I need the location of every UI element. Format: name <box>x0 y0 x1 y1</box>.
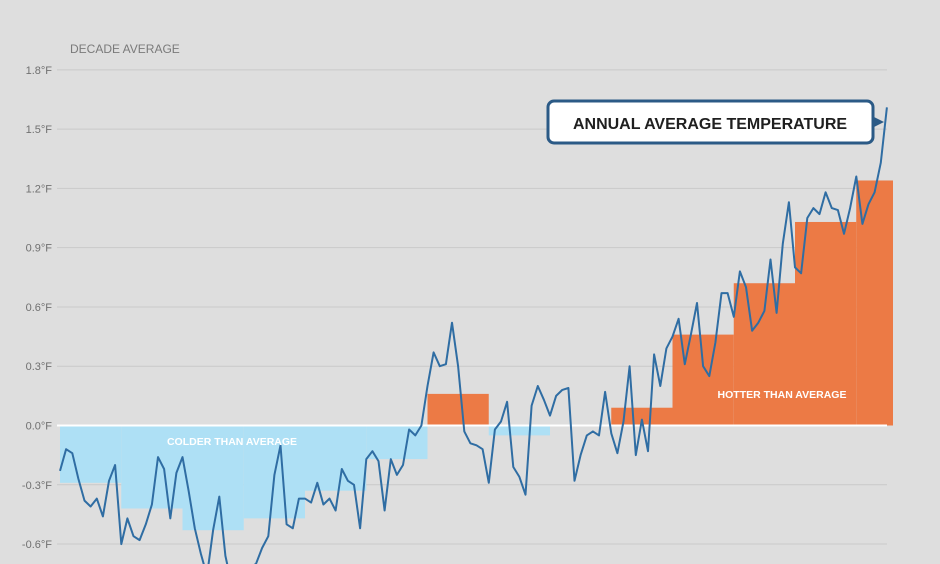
y-tick-label: -0.6°F <box>22 539 52 551</box>
y-tick-label: -0.3°F <box>22 480 52 492</box>
y-tick-label: 0.9°F <box>26 243 53 255</box>
annual-temperature-line <box>59 107 888 564</box>
y-axis-tick-labels: 1.8°F 1.5°F 1.2°F 0.9°F 0.6°F 0.3°F 0.0°F -0.3°… <box>22 65 52 551</box>
decade-bar-1920s <box>305 425 367 491</box>
y-tick-label: 1.5°F <box>26 124 53 136</box>
y-tick-label: 1.8°F <box>26 65 53 77</box>
y-tick-label: 1.2°F <box>26 183 53 195</box>
hotter-than-average-label: HOTTER THAN AVERAGE <box>718 389 847 401</box>
decade-bar-1950s <box>488 425 550 436</box>
annual-temperature-callout: ANNUAL AVERAGE TEMPERATURE <box>546 99 884 145</box>
decade-bar-1890s <box>121 425 183 509</box>
grid-lines <box>57 69 887 545</box>
decade-bar-1970s <box>611 407 673 426</box>
callout-label: ANNUAL AVERAGE TEMPERATURE <box>573 116 847 133</box>
colder-than-average-label: COLDER THAN AVERAGE <box>167 436 297 448</box>
y-tick-label: 0.3°F <box>26 361 53 373</box>
decade-bar-1940s <box>427 393 489 426</box>
y-tick-label: 0.6°F <box>26 302 53 314</box>
callout-pointer <box>872 116 884 128</box>
y-axis-title: DECADE AVERAGE <box>70 42 180 56</box>
decade-bar-2000s <box>795 221 857 426</box>
y-tick-label: 0.0°F <box>26 421 53 433</box>
